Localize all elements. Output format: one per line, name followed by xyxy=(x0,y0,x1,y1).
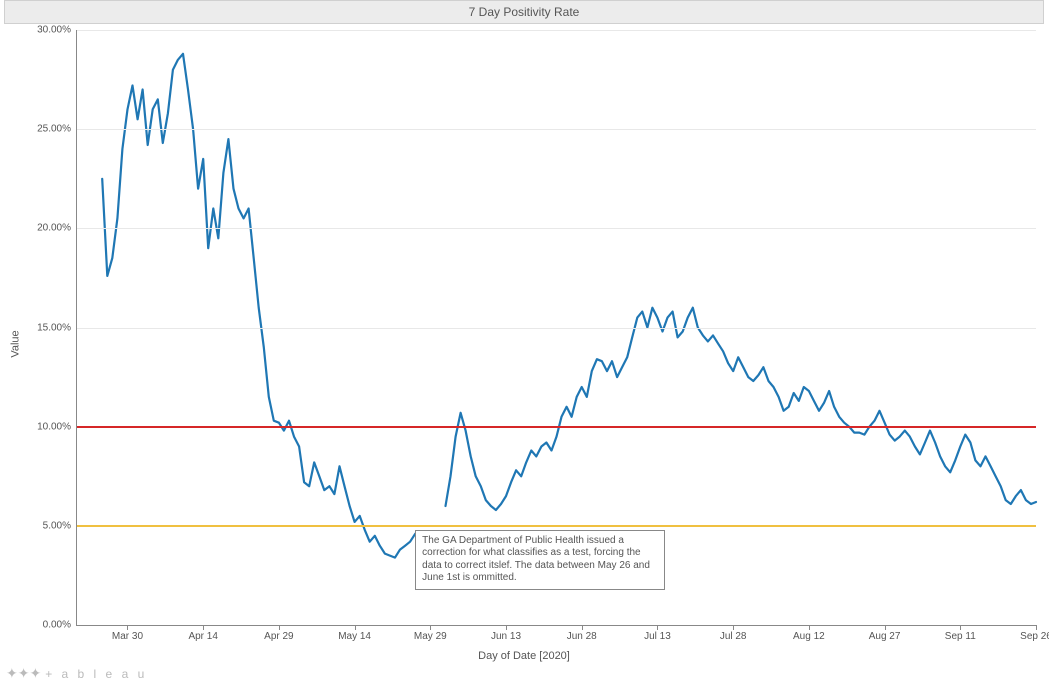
gridline xyxy=(77,228,1036,229)
x-tick-mark xyxy=(885,625,886,630)
chart-container: Value Day of Date [2020] The GA Departme… xyxy=(4,24,1044,664)
x-tick-label: Aug 12 xyxy=(793,631,825,642)
gridline xyxy=(77,129,1036,130)
annotation-text: The GA Department of Public Health issue… xyxy=(422,535,650,584)
x-tick-mark xyxy=(960,625,961,630)
y-tick-label: 15.00% xyxy=(37,322,71,333)
x-tick-mark xyxy=(355,625,356,630)
y-tick-label: 5.00% xyxy=(43,520,71,531)
x-tick-label: Jun 13 xyxy=(491,631,521,642)
x-tick-label: May 14 xyxy=(338,631,371,642)
x-tick-mark xyxy=(1036,625,1037,630)
x-tick-mark xyxy=(203,625,204,630)
tableau-logo-text: + a b l e a u xyxy=(45,667,147,681)
x-tick-mark xyxy=(733,625,734,630)
x-tick-label: Aug 27 xyxy=(869,631,901,642)
y-axis-label: Value xyxy=(10,330,22,357)
reference-line xyxy=(77,525,1036,527)
x-tick-mark xyxy=(582,625,583,630)
x-tick-mark xyxy=(430,625,431,630)
y-tick-label: 30.00% xyxy=(37,25,71,36)
x-tick-label: May 29 xyxy=(414,631,447,642)
y-tick-label: 10.00% xyxy=(37,421,71,432)
x-tick-label: Jul 28 xyxy=(720,631,747,642)
y-tick-label: 20.00% xyxy=(37,223,71,234)
tableau-logo: ✦✦✦ + a b l e a u xyxy=(6,665,147,682)
x-tick-label: Sep 26 xyxy=(1020,631,1049,642)
x-tick-label: Jun 28 xyxy=(567,631,597,642)
tableau-logo-icon: ✦✦✦ xyxy=(6,665,41,682)
annotation-box: The GA Department of Public Health issue… xyxy=(415,530,665,590)
chart-title-bar: 7 Day Positivity Rate xyxy=(4,0,1044,24)
gridline xyxy=(77,30,1036,31)
y-tick-label: 0.00% xyxy=(43,620,71,631)
x-tick-label: Apr 14 xyxy=(188,631,217,642)
x-tick-mark xyxy=(279,625,280,630)
x-tick-mark xyxy=(809,625,810,630)
x-tick-mark xyxy=(127,625,128,630)
x-axis-label: Day of Date [2020] xyxy=(478,650,570,662)
chart-title: 7 Day Positivity Rate xyxy=(469,5,580,19)
plot-area: The GA Department of Public Health issue… xyxy=(76,30,1036,626)
x-tick-label: Mar 30 xyxy=(112,631,143,642)
x-tick-label: Sep 11 xyxy=(945,631,976,642)
reference-line xyxy=(77,426,1036,428)
x-tick-mark xyxy=(657,625,658,630)
x-tick-mark xyxy=(506,625,507,630)
gridline xyxy=(77,328,1036,329)
y-tick-label: 25.00% xyxy=(37,124,71,135)
x-tick-label: Apr 29 xyxy=(264,631,293,642)
x-tick-label: Jul 13 xyxy=(644,631,671,642)
